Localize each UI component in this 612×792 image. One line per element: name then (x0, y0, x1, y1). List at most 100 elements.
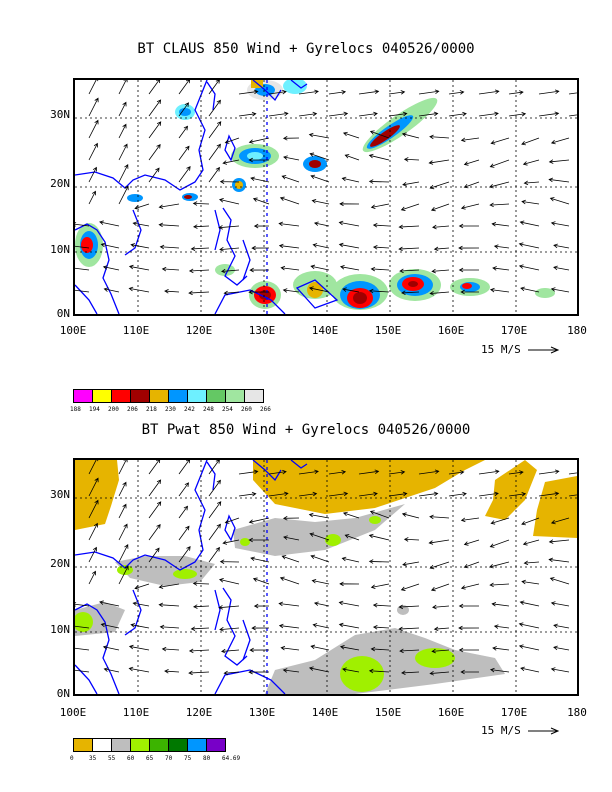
wind-arrow-icon (429, 561, 450, 570)
panel1-lon-120e: 120E (185, 324, 213, 337)
wind-arrow-icon (388, 111, 408, 117)
wind-arrow-icon (550, 601, 570, 607)
panel1-lon-130e: 130E (248, 324, 276, 337)
wind-arrow-icon (178, 166, 191, 183)
wind-arrow-icon (338, 242, 360, 249)
wind-arrow-icon (219, 559, 240, 564)
wind-arrow-icon (282, 288, 300, 293)
colorbar-tick-label: 35 (89, 755, 97, 762)
wind-arrow-icon (344, 154, 360, 161)
wind-arrow-icon (488, 181, 510, 189)
wind-arrow-icon (218, 225, 240, 230)
wind-arrow-icon (75, 669, 90, 673)
wind-arrow-icon (313, 601, 330, 607)
panel2-lon-140e: 140E (311, 706, 339, 719)
colorbar-tick-label: 60 (127, 755, 135, 762)
wind-arrow-icon (75, 245, 90, 249)
wind-arrow-icon (328, 111, 349, 117)
wind-arrow-icon (458, 267, 480, 273)
panel2-lon-100e: 100E (59, 706, 87, 719)
wind-arrow-icon (252, 577, 270, 585)
wind-arrow-icon (522, 539, 540, 546)
wind-arrow-icon (550, 137, 570, 145)
wind-arrow-icon (88, 546, 97, 563)
wind-arrow-icon (489, 202, 510, 208)
wind-arrow-icon (463, 561, 480, 569)
wind-arrow-icon (192, 581, 210, 586)
wind-arrow-icon (224, 517, 240, 524)
panel1-vector-reference-text: 15 M/S (481, 343, 521, 356)
wind-arrow-icon (550, 667, 570, 673)
wind-arrow-icon (538, 469, 560, 475)
wind-arrow-icon (249, 267, 270, 273)
wind-arrow-icon (118, 523, 128, 541)
wind-arrow-icon (338, 220, 360, 227)
colorbar-tick-label: 266 (260, 406, 271, 413)
wind-arrow-icon (268, 491, 289, 497)
wind-arrow-icon (278, 221, 300, 227)
wind-arrow-icon (549, 577, 570, 585)
wind-arrow-icon (328, 491, 349, 497)
wind-arrow-icon (463, 181, 480, 189)
wind-arrow-icon (550, 287, 570, 293)
wind-arrow-icon (458, 223, 480, 229)
wind-arrow-icon (99, 220, 120, 227)
panel1-lon-110e: 110E (122, 324, 150, 337)
wind-arrow-icon (298, 491, 318, 497)
wind-arrow-icon (488, 561, 510, 569)
wind-arrow-icon (219, 578, 240, 585)
wind-arrow-icon (458, 647, 480, 653)
wind-arrow-icon (403, 537, 420, 542)
panel1-lon-140e: 140E (311, 324, 339, 337)
wind-arrow-icon (342, 667, 360, 673)
wind-arrow-icon (88, 190, 96, 205)
wind-arrow-icon (208, 479, 221, 497)
wind-arrow-icon (238, 469, 259, 475)
wind-arrow-icon (548, 177, 570, 183)
coastlines (75, 80, 339, 314)
wind-arrow-icon (388, 90, 406, 95)
wind-arrow-icon (328, 89, 347, 95)
wind-arrow-icon (341, 176, 360, 183)
wind-arrow-icon (219, 247, 240, 252)
wind-arrow-icon (368, 288, 390, 294)
wind-arrow-icon (224, 137, 240, 144)
wind-arrow-icon (428, 159, 450, 165)
wind-arrow-icon (132, 221, 150, 227)
wind-arrow-icon (88, 460, 99, 475)
wind-arrow-icon (250, 556, 270, 563)
colorbar-swatch (149, 738, 169, 752)
wind-arrow-icon (118, 565, 129, 585)
colorbar-tick-label: 80 (203, 755, 211, 762)
panel1-lat-10n: 10N (50, 243, 70, 256)
panel1-lon-170e: 170E (500, 324, 528, 337)
wind-arrow-icon (192, 201, 210, 206)
wind-arrow-icon (178, 102, 189, 117)
wind-arrow-icon (103, 667, 120, 673)
wind-arrow-icon (458, 245, 480, 251)
panel2-title: BT Pwat 850 Wind + Gyrelocs 040526/0000 (141, 422, 471, 438)
wind-arrow-icon (328, 469, 347, 475)
reference-arrow-icon (528, 346, 560, 354)
wind-arrow-icon (418, 491, 439, 497)
wind-arrow-icon (88, 477, 99, 497)
wind-arrow-icon (341, 556, 360, 563)
wind-arrow-icon (208, 166, 220, 183)
panel1-title: BT CLAUS 850 Wind + Gyrelocs 040526/0000 (137, 41, 475, 57)
colorbar-swatch (225, 389, 245, 403)
wind-arrow-icon (492, 646, 510, 651)
colorbar-swatch (130, 389, 150, 403)
wind-arrow-icon (368, 179, 390, 184)
wind-arrow-icon (251, 245, 270, 251)
wind-arrow-icon (208, 99, 221, 117)
wind-arrow-icon (518, 242, 540, 249)
wind-arrow-icon (478, 469, 500, 475)
panel1-map (73, 78, 579, 316)
panel2-lat-30n: 30N (50, 488, 70, 501)
wind-arrow-icon (463, 539, 480, 546)
wind-arrow-icon (248, 137, 270, 144)
panel2-vector-reference-text: 15 M/S (481, 724, 521, 737)
wind-arrow-icon (208, 80, 220, 95)
wind-arrow-icon (338, 600, 360, 607)
wind-arrow-icon (339, 645, 360, 651)
